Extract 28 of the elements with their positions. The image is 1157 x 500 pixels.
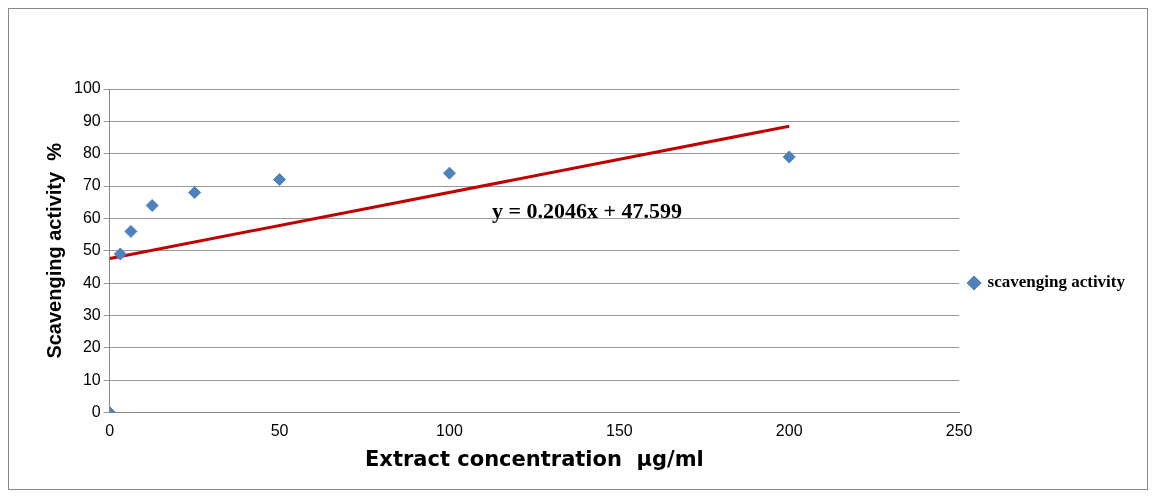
y-tick-label: 20 [82,338,101,356]
x-tick-label: 0 [105,421,115,439]
point [113,247,127,261]
point [188,186,202,200]
y-tick-label: 70 [82,176,101,194]
point [442,166,456,180]
x-tick-label: 250 [945,421,973,439]
x-axis-title: Extract concentration μg/ml [365,446,704,471]
point [782,150,796,164]
y-axis-title: Scavenging activity % [42,142,65,359]
x-tick-label: 200 [775,421,803,439]
y-tick-label: 30 [82,305,101,323]
y-tick-label: 90 [82,111,101,129]
x-tick-label: 150 [605,421,633,439]
y-tick-label: 40 [82,273,101,291]
y-tick-label: 0 [91,403,101,421]
legend-label: scavenging activity [987,272,1126,292]
y-tick-label: 60 [82,208,101,226]
y-tick-label: 80 [82,144,101,162]
y-tick-label: 50 [82,241,101,259]
point [273,173,287,187]
y-tick-label: 100 [73,79,101,97]
x-tick-label: 100 [436,421,463,439]
point [145,199,159,212]
annotation: y = 0.2046x + 47.599 [491,197,682,223]
point [124,224,138,238]
x-tick-label: 50 [270,421,289,439]
y-tick-label: 10 [82,370,101,388]
